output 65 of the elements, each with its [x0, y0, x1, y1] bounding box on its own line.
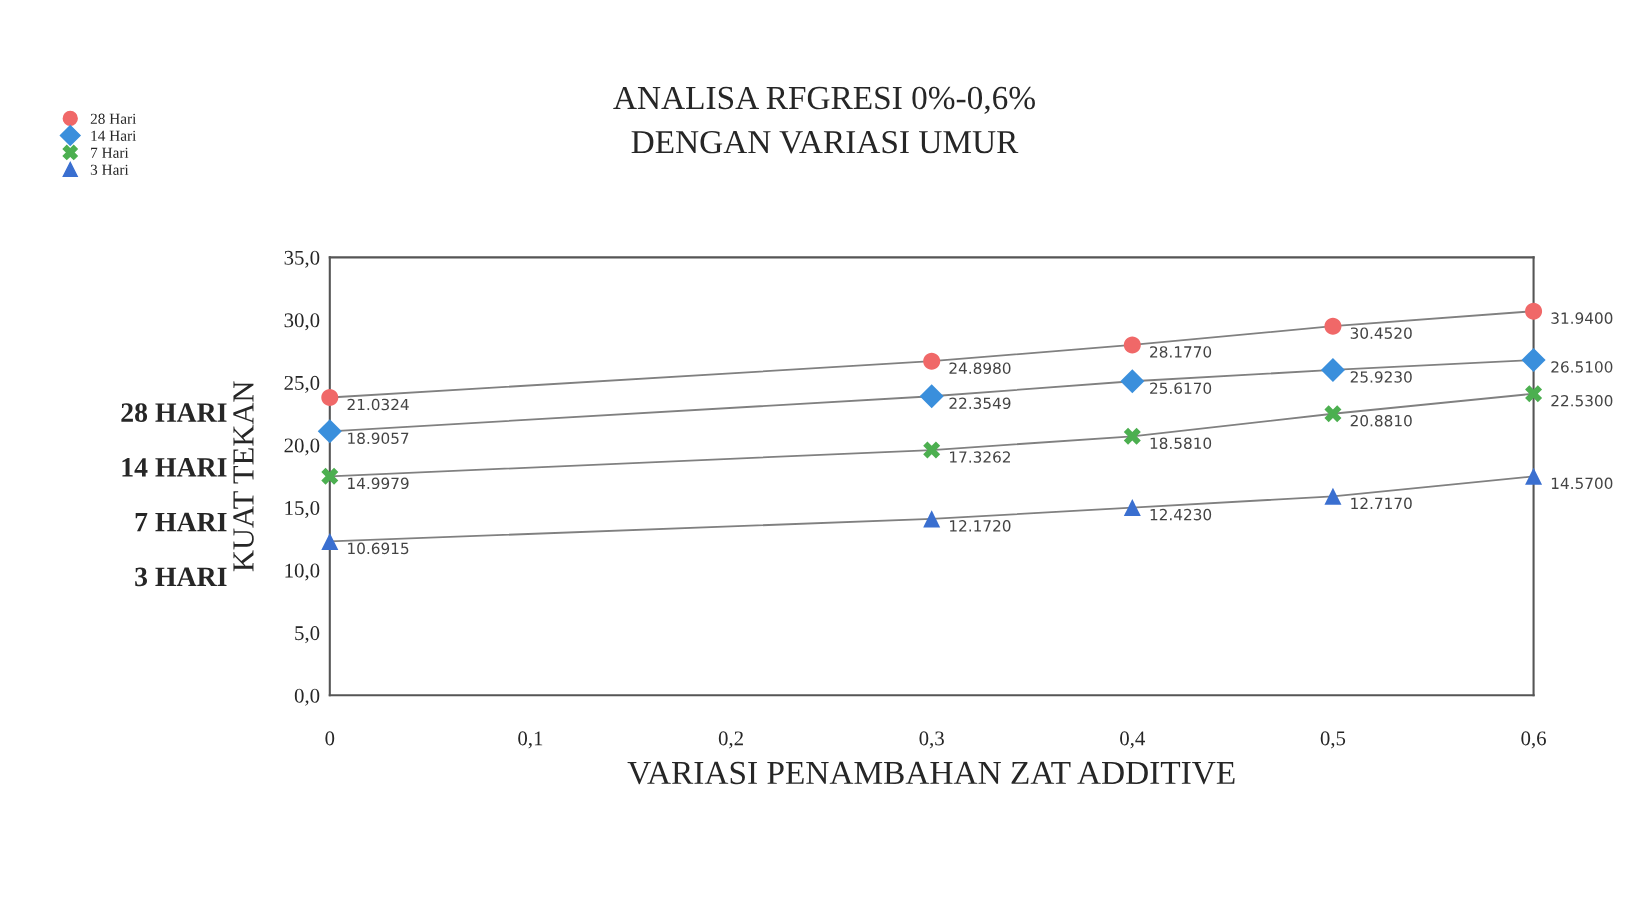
annotation: 12.4230	[1150, 508, 1212, 521]
point	[923, 510, 941, 528]
point	[919, 384, 944, 409]
x-tick-label: 0,4	[1120, 731, 1146, 749]
x-tick-label: 0,3	[919, 731, 944, 749]
annotation: 12.7170	[1351, 497, 1412, 510]
legend-label: 14 Hari	[91, 130, 137, 141]
legend-label: 3 Hari	[90, 164, 129, 175]
x-tick-label: 0,2	[718, 731, 743, 749]
annotation: 26.5100	[1551, 361, 1613, 373]
annotation: 24.8980	[949, 362, 1011, 374]
x-axis-title: VARIASI PENAMBAHAN ZAT ADDITIVE	[627, 761, 1235, 785]
y-tick-label: 30,0	[284, 313, 320, 331]
point	[1123, 427, 1141, 445]
annotation: 18.9057	[348, 432, 409, 445]
point	[321, 532, 339, 550]
text: 28 HARI	[121, 403, 227, 422]
text: 14 HARI	[122, 458, 227, 477]
y-tick-label: 25,0	[284, 375, 320, 393]
x-tick-label: 0,6	[1521, 731, 1546, 749]
annotation: 30.4520	[1350, 327, 1412, 339]
annotation: 25.9230	[1350, 371, 1412, 383]
annotation: 20.8810	[1350, 414, 1412, 427]
annotation: 18.5810	[1150, 437, 1212, 450]
legend-label: 28 Hari	[90, 113, 137, 124]
y-tick-label: 5,0	[295, 626, 320, 644]
point	[923, 352, 941, 370]
point	[1120, 369, 1145, 394]
annotation: 12.1720	[950, 520, 1011, 532]
annotation: 14.5700	[1551, 477, 1613, 490]
y-tick-label: 20,0	[284, 438, 320, 456]
point	[1320, 357, 1345, 382]
annotation: 10.6915	[348, 542, 409, 555]
y-tick-label: 35,0	[284, 250, 320, 268]
point	[1525, 385, 1543, 403]
annotation: 31.9400	[1551, 312, 1613, 324]
annotation: 14.9979	[348, 477, 409, 490]
annotation: 21.0324	[347, 398, 409, 411]
point	[1123, 336, 1141, 354]
point	[1521, 347, 1546, 372]
point	[923, 441, 941, 459]
point	[1324, 317, 1342, 335]
point	[1324, 405, 1342, 423]
x-tick-label: 0,1	[518, 731, 543, 749]
annotation: 28.1770	[1150, 346, 1212, 358]
legend-label: 7 Hari	[91, 147, 129, 158]
point	[321, 388, 339, 407]
point	[1525, 467, 1543, 485]
y-tick-label: 15,0	[285, 500, 320, 519]
chart-title: ANALISA RFGRESI 0%-0,6% DENGAN VARIASI UMUR	[613, 86, 1035, 154]
point	[1123, 499, 1141, 517]
y-tick-label: 10,0	[285, 563, 320, 581]
point	[1324, 487, 1342, 505]
annotation: 22.3549	[949, 397, 1011, 410]
y-axis-title: KUAT TEKAN	[233, 381, 254, 572]
point	[1525, 302, 1543, 320]
annotation: 17.3262	[950, 451, 1010, 463]
y-tick-label: 0,0	[294, 688, 320, 706]
annotation: 22.5300	[1551, 394, 1613, 407]
text: 7 HARI	[135, 512, 227, 532]
point	[321, 467, 339, 485]
text: 3 HARI	[135, 567, 227, 587]
x-tick-label: 0,5	[1320, 731, 1346, 749]
annotation: 25.6170	[1150, 382, 1212, 394]
x-tick-label: 0	[325, 731, 335, 746]
